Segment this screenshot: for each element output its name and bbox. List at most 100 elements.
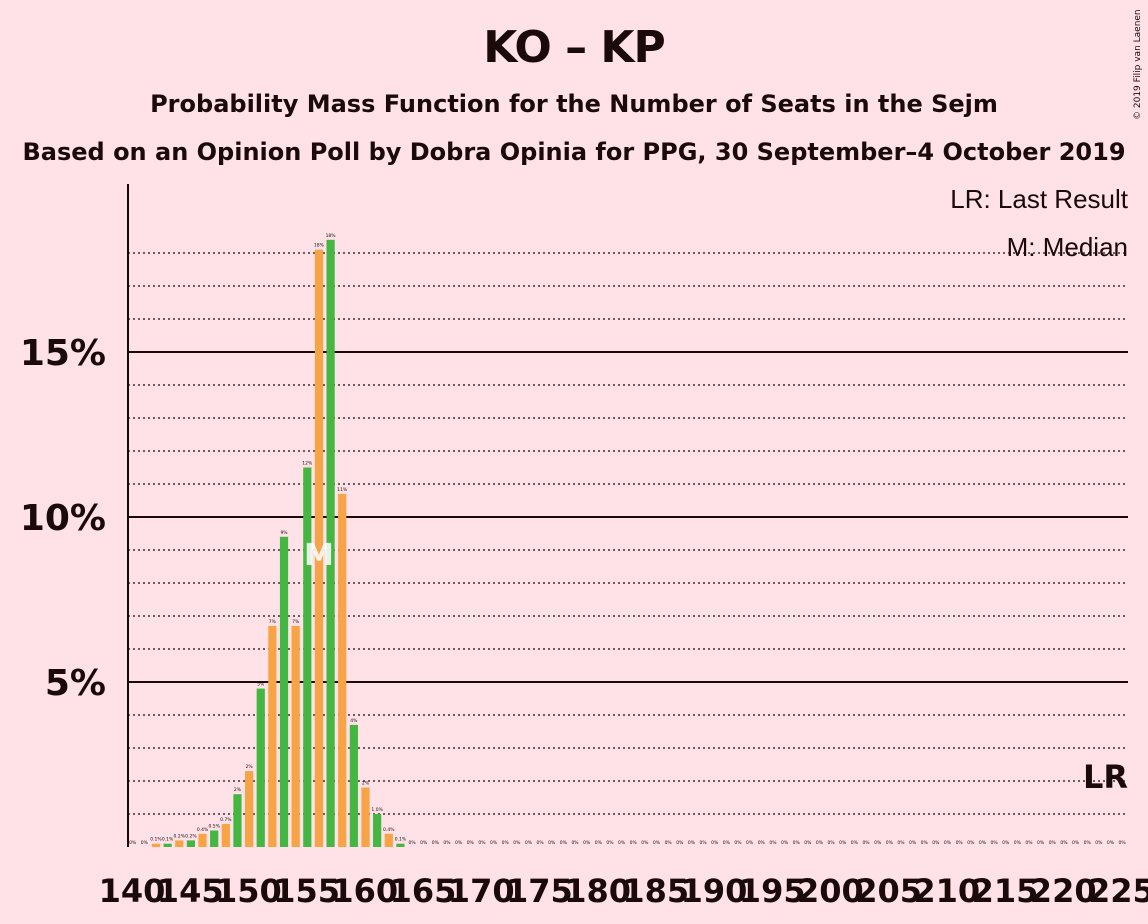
- data-label: 18%: [326, 233, 337, 239]
- bar: [291, 625, 300, 847]
- bar: [303, 467, 312, 847]
- bar: [338, 493, 347, 847]
- data-label: 0%: [897, 840, 905, 846]
- last-result-marker: LR: [1083, 758, 1128, 796]
- data-label: 0%: [804, 840, 812, 846]
- x-tick-label: 195: [739, 872, 806, 910]
- data-label: 0%: [1060, 840, 1068, 846]
- data-label: 2%: [246, 764, 254, 770]
- bar: [186, 840, 195, 847]
- data-label: 0%: [1002, 840, 1010, 846]
- data-label: 7%: [269, 619, 277, 625]
- data-label: 0.2%: [174, 833, 186, 839]
- data-label: 18%: [314, 243, 325, 249]
- data-label: 0%: [606, 840, 614, 846]
- x-tick-label: 165: [390, 872, 457, 910]
- data-label: 0%: [886, 840, 894, 846]
- data-label: 0%: [816, 840, 824, 846]
- data-label: 0%: [956, 840, 964, 846]
- data-label: 0%: [1095, 840, 1103, 846]
- data-label: 0%: [688, 840, 696, 846]
- bar: [233, 794, 242, 847]
- x-tick-label: 220: [1030, 872, 1097, 910]
- data-label: 0%: [1025, 840, 1033, 846]
- data-label: 12%: [302, 461, 313, 467]
- bar: [163, 843, 172, 847]
- data-label: 0%: [513, 840, 521, 846]
- data-label: 0.4%: [383, 827, 395, 833]
- bar: [373, 814, 382, 847]
- bar: [314, 249, 324, 847]
- x-tick-label: 145: [157, 872, 224, 910]
- data-label: 0.7%: [220, 817, 232, 823]
- x-tick-label: 140: [99, 872, 166, 910]
- data-label: 0.5%: [208, 824, 220, 830]
- x-tick-label: 190: [681, 872, 748, 910]
- data-label: 0%: [467, 840, 475, 846]
- x-tick-label: 210: [913, 872, 980, 910]
- data-label: 0%: [641, 840, 649, 846]
- bar: [245, 771, 254, 847]
- data-label: 0%: [141, 840, 149, 846]
- x-tick-label: 205: [855, 872, 922, 910]
- bar: [361, 787, 370, 847]
- data-label: 0%: [967, 840, 975, 846]
- data-label: 0%: [618, 840, 626, 846]
- data-label: 0%: [793, 840, 801, 846]
- data-label: 7%: [292, 619, 300, 625]
- data-label: 0%: [676, 840, 684, 846]
- bar: [384, 833, 393, 847]
- data-label: 1.0%: [371, 807, 383, 813]
- data-label: 0%: [781, 840, 789, 846]
- data-label: 0%: [490, 840, 498, 846]
- data-label: 0%: [455, 840, 463, 846]
- bar: [326, 239, 335, 848]
- bar: [268, 625, 277, 847]
- data-label: 0%: [990, 840, 998, 846]
- data-label: 0%: [478, 840, 486, 846]
- data-label: 0%: [769, 840, 777, 846]
- data-label: 0%: [909, 840, 917, 846]
- y-tick-label: 15%: [20, 333, 106, 374]
- bar: [151, 843, 161, 847]
- chart-title: KO – KP: [483, 22, 666, 73]
- data-label: 0%: [420, 840, 428, 846]
- data-label: 0.1%: [150, 837, 162, 843]
- bar: [198, 833, 207, 847]
- data-label: 0%: [583, 840, 591, 846]
- data-label: 0.1%: [162, 837, 174, 843]
- data-label: 0%: [979, 840, 987, 846]
- x-tick-label: 170: [448, 872, 515, 910]
- data-label: 0.2%: [185, 833, 197, 839]
- data-label: 0%: [502, 840, 510, 846]
- data-label: 0%: [1037, 840, 1045, 846]
- data-label: 2%: [234, 787, 242, 793]
- data-label: 0%: [443, 840, 451, 846]
- x-tick-label: 215: [972, 872, 1039, 910]
- x-tick-label: 180: [564, 872, 631, 910]
- data-label: 0%: [851, 840, 859, 846]
- x-tick-label: 225: [1088, 872, 1148, 910]
- x-tick-label: 185: [622, 872, 689, 910]
- data-label: 0%: [944, 840, 952, 846]
- copyright-text: © 2019 Filip van Laenen: [1133, 9, 1143, 120]
- data-label: 0%: [653, 840, 661, 846]
- data-label: 0%: [408, 840, 416, 846]
- legend-median: M: Median: [1006, 232, 1128, 262]
- bar: [279, 536, 289, 847]
- data-label: 0%: [874, 840, 882, 846]
- data-label: 0%: [862, 840, 870, 846]
- data-label: 0%: [1014, 840, 1022, 846]
- data-label: 0.1%: [395, 837, 407, 843]
- data-label: 0%: [1107, 840, 1115, 846]
- data-label: 0%: [595, 840, 603, 846]
- chart-subtitle-source: Based on an Opinion Poll by Dobra Opinia…: [22, 138, 1126, 166]
- median-marker: M: [304, 538, 334, 573]
- data-label: 0%: [129, 840, 137, 846]
- data-label: 11%: [337, 487, 348, 493]
- data-label: 0%: [1072, 840, 1080, 846]
- data-label: 0.4%: [197, 827, 209, 833]
- data-label: 0%: [537, 840, 545, 846]
- copyright-label: © 2019 Filip van Laenen: [1133, 9, 1143, 120]
- x-tick-label: 175: [506, 872, 573, 910]
